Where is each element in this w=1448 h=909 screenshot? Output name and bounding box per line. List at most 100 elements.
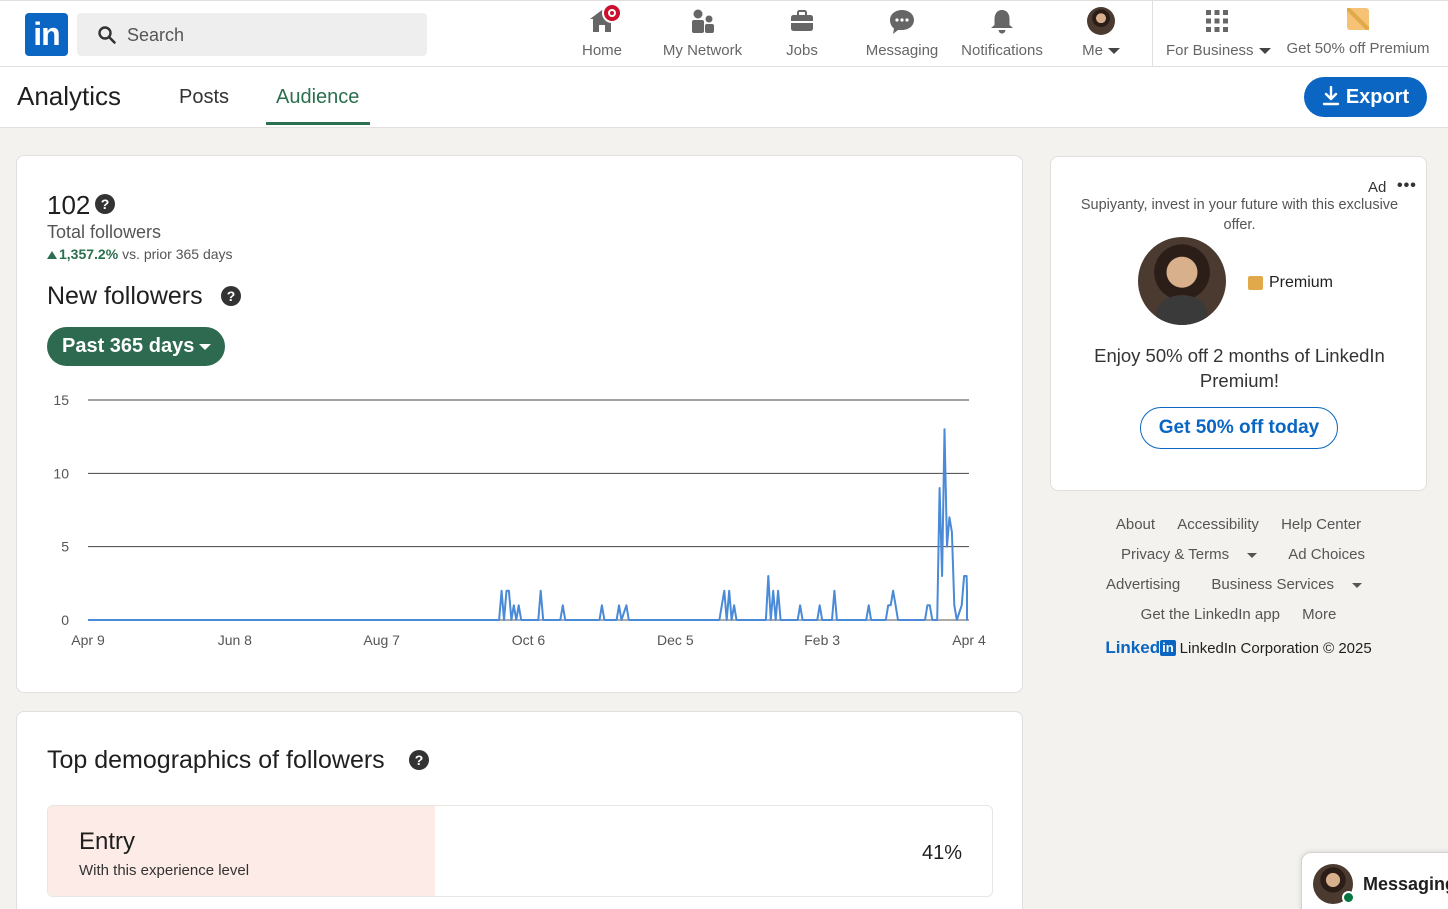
growth-stat: 1,357.2% vs. prior 365 days xyxy=(47,246,233,262)
ad-text: Supiyanty, invest in your future with th… xyxy=(1080,197,1399,233)
demographic-subtitle: With this experience level xyxy=(79,862,250,879)
messaging-widget[interactable]: Messaging xyxy=(1301,852,1448,909)
people-icon xyxy=(689,7,717,35)
search-icon xyxy=(98,26,116,44)
demographic-bar xyxy=(48,806,436,896)
top-nav: in Search Home My Network Jobs Messaging… xyxy=(0,0,1448,67)
home-icon xyxy=(588,3,622,35)
premium-icon xyxy=(1344,5,1372,33)
footer-link-get-app[interactable]: Get the LinkedIn app xyxy=(1140,606,1280,623)
export-button[interactable]: Export xyxy=(1304,77,1427,117)
date-range-dropdown[interactable]: Past 365 days xyxy=(47,327,225,366)
footer-link-accessibility[interactable]: Accessibility xyxy=(1177,516,1259,533)
footer-link-advertising[interactable]: Advertising xyxy=(1106,576,1181,593)
x-tick-label: Jun 8 xyxy=(218,632,252,648)
nav-jobs-label: Jobs xyxy=(786,42,818,59)
nav-me-label: Me xyxy=(1078,42,1124,59)
help-icon[interactable]: ? xyxy=(409,750,429,770)
new-followers-chart: 0 5 10 15 Apr 9 Jun 8 Aug 7 Oct 6 Dec 5 Feb 3 Apr … xyxy=(53,392,986,648)
nav-jobs[interactable]: Jobs xyxy=(780,7,824,65)
tab-audience[interactable]: Audience xyxy=(276,86,360,108)
followers-card: 102 ? Total followers 1,357.2% vs. prior… xyxy=(16,155,1023,693)
demographic-percent: 41% xyxy=(921,842,962,864)
tab-posts[interactable]: Posts xyxy=(179,86,230,108)
nav-me[interactable]: Me xyxy=(1078,7,1124,65)
premium-ad-card: Ad ••• Supiyanty, invest in your future … xyxy=(1050,156,1427,491)
ad-offer-text: Enjoy 50% off 2 months of LinkedIn Premi… xyxy=(1094,345,1385,391)
footer-link-privacy-terms[interactable]: Privacy & Terms xyxy=(1112,546,1266,563)
date-range-label: Past 365 days xyxy=(62,335,195,357)
followers-series-line xyxy=(88,428,968,621)
online-status-dot xyxy=(1342,891,1355,904)
page-title: Analytics xyxy=(17,81,122,111)
y-tick-label: 5 xyxy=(61,539,69,555)
new-followers-title: New followers xyxy=(47,282,203,310)
chevron-down-icon xyxy=(199,343,212,350)
nav-messaging-label: Messaging xyxy=(865,42,939,59)
get-premium-button[interactable]: Get 50% off today xyxy=(1140,407,1338,449)
analytics-header: Analytics Posts Audience Export xyxy=(0,67,1448,128)
demographic-name: Entry xyxy=(79,828,136,855)
chevron-down-icon xyxy=(1258,48,1271,55)
footer-link-business-services[interactable]: Business Services xyxy=(1202,576,1371,593)
demographic-row[interactable]: Entry With this experience level 41% xyxy=(47,805,993,897)
demographics-card: Top demographics of followers ? Entry Wi… xyxy=(16,711,1023,909)
chevron-down-icon xyxy=(1247,552,1258,558)
download-icon xyxy=(1322,85,1340,106)
total-followers-count: 102 xyxy=(47,190,91,220)
y-tick-label: 0 xyxy=(61,612,69,628)
growth-value: 1,357.2% xyxy=(59,246,119,262)
x-tick-label: Oct 6 xyxy=(512,632,546,648)
messaging-widget-label: Messaging xyxy=(1363,874,1448,894)
nav-notifications[interactable]: Notifications xyxy=(958,7,1046,65)
bell-icon xyxy=(988,7,1016,35)
notification-badge xyxy=(602,3,622,23)
grid-apps-icon xyxy=(1203,7,1231,35)
nav-divider xyxy=(1152,1,1153,67)
premium-label: Premium xyxy=(1269,274,1334,291)
search-placeholder: Search xyxy=(127,25,185,45)
chat-icon xyxy=(888,7,916,35)
linkedin-wordmark: Linked xyxy=(1105,638,1161,657)
active-tab-indicator xyxy=(266,122,370,125)
nav-notifications-label: Notifications xyxy=(961,42,1043,59)
footer-link-about[interactable]: About xyxy=(1115,516,1156,533)
nav-for-business-label: For Business xyxy=(1166,42,1271,59)
chevron-down-icon xyxy=(1351,582,1362,588)
more-options-icon[interactable]: ••• xyxy=(1397,177,1417,194)
ad-label: Ad xyxy=(1368,179,1387,196)
help-icon[interactable]: ? xyxy=(221,286,241,306)
y-tick-label: 15 xyxy=(53,392,69,408)
linkedin-wordmark-box: in xyxy=(1160,640,1176,656)
nav-my-network-label: My Network xyxy=(662,42,743,59)
footer-link-more[interactable]: More xyxy=(1302,606,1337,623)
x-tick-label: Apr 4 xyxy=(952,632,986,648)
nav-home-label: Home xyxy=(581,42,622,59)
briefcase-icon xyxy=(788,7,816,35)
nav-messaging[interactable]: Messaging xyxy=(863,7,941,65)
nav-my-network[interactable]: My Network xyxy=(660,7,745,65)
help-icon[interactable]: ? xyxy=(95,194,115,214)
x-tick-label: Dec 5 xyxy=(657,632,694,648)
x-tick-label: Aug 7 xyxy=(363,632,400,648)
footer-link-ad-choices[interactable]: Ad Choices xyxy=(1288,546,1365,563)
total-followers-label: Total followers xyxy=(47,222,162,242)
search-input[interactable]: Search xyxy=(77,13,427,56)
nav-premium[interactable]: Get 50% off Premium xyxy=(1285,5,1431,63)
y-tick-label: 10 xyxy=(53,465,69,481)
nav-home[interactable]: Home xyxy=(577,3,627,65)
nav-for-business[interactable]: For Business xyxy=(1166,7,1271,65)
copyright-text: LinkedIn Corporation © 2025 xyxy=(1179,640,1372,657)
nav-premium-label: Get 50% off Premium xyxy=(1286,40,1430,57)
trend-up-icon xyxy=(47,251,57,259)
x-tick-label: Apr 9 xyxy=(71,632,105,648)
ad-profile-photo xyxy=(1138,237,1226,325)
export-label: Export xyxy=(1345,86,1410,108)
growth-suffix: vs. prior 365 days xyxy=(122,246,233,262)
copyright: Linked in LinkedIn Corporation © 2025 xyxy=(1050,638,1427,658)
premium-badge-icon xyxy=(1248,276,1263,290)
footer: About Accessibility Help Center Privacy … xyxy=(1050,510,1427,658)
x-tick-label: Feb 3 xyxy=(804,632,840,648)
footer-link-help-center[interactable]: Help Center xyxy=(1281,516,1362,533)
linkedin-logo[interactable]: in xyxy=(25,13,68,56)
